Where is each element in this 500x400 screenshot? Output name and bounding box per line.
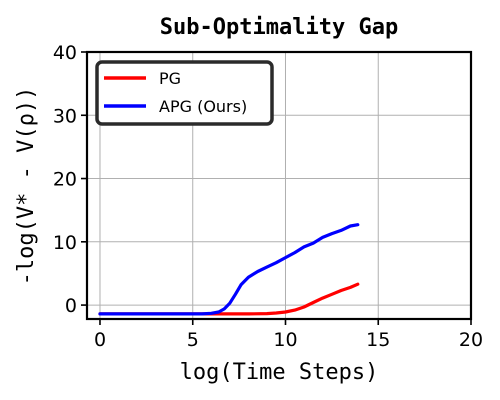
y-axis-label: -log(V* - V(ρ)) [14, 87, 39, 286]
legend-label: APG (Ours) [159, 97, 247, 116]
chart-title: Sub-Optimality Gap [160, 15, 398, 40]
y-tick-label: 10 [53, 232, 77, 254]
x-tick-label: 5 [187, 329, 199, 351]
x-tick-label: 15 [366, 329, 390, 351]
y-tick-label: 20 [53, 169, 77, 191]
x-axis-label: log(Time Steps) [180, 360, 379, 385]
y-tick-label: 30 [53, 105, 77, 127]
series-layer [98, 223, 360, 316]
x-tick-label: 0 [94, 329, 106, 351]
ticks: 0 5 10 15 20 0 10 20 30 40 [53, 42, 483, 351]
plot-frame [85, 50, 473, 321]
legend: PG APG (Ours) [95, 60, 274, 126]
y-tick-label: 40 [53, 42, 77, 64]
series-line-apg-ours [98, 223, 360, 316]
y-tick-label: 0 [65, 295, 77, 317]
series-line-pg [98, 282, 360, 316]
x-tick-label: 10 [273, 329, 297, 351]
x-tick-label: 20 [459, 329, 483, 351]
legend-label: PG [159, 69, 181, 88]
